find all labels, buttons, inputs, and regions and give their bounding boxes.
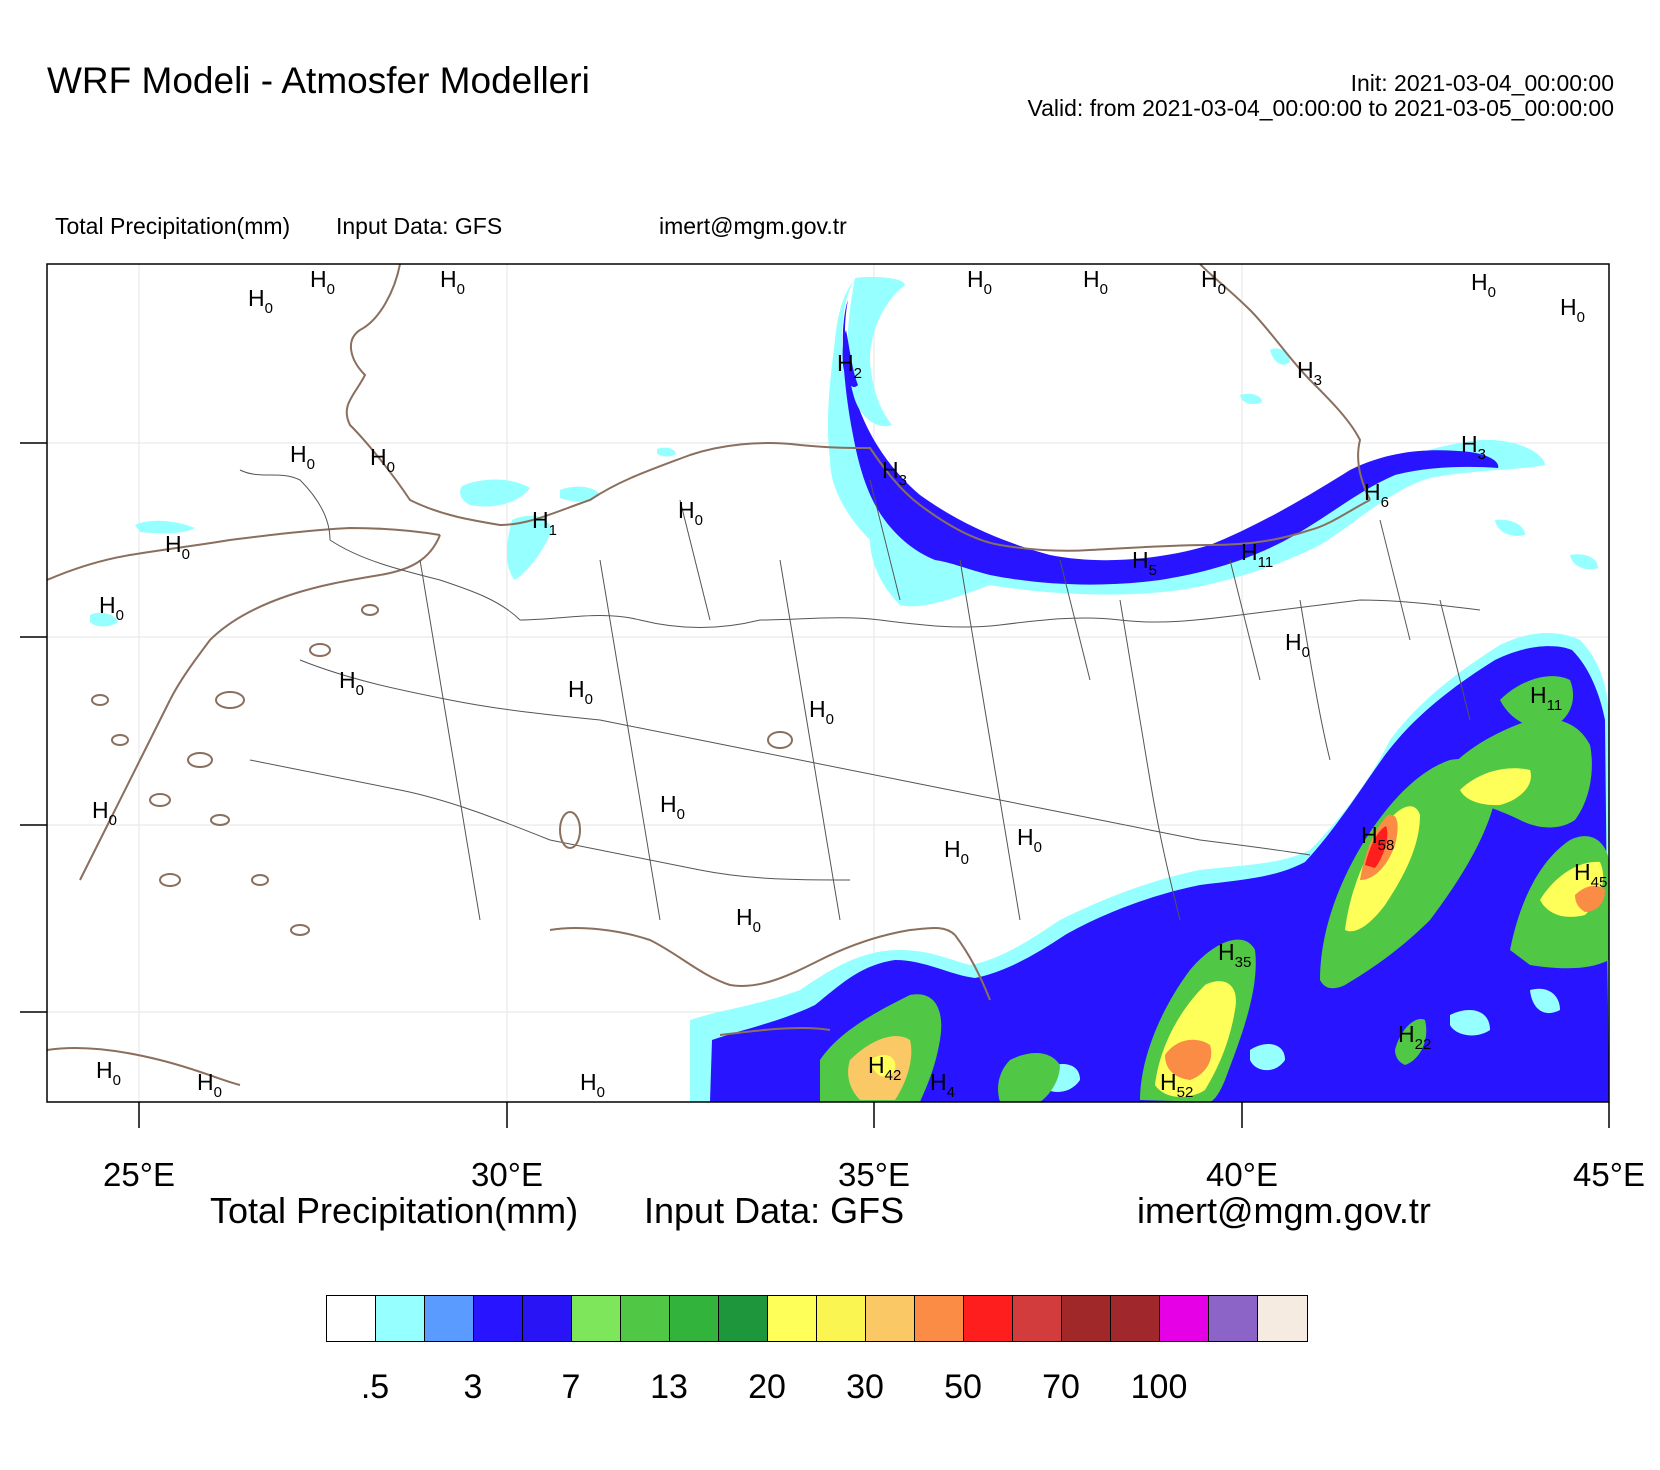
high-marker-label: H0	[736, 904, 761, 936]
colorbar-label: 7	[561, 1368, 581, 1406]
x-axis-ticks	[138, 1102, 1610, 1128]
coastlines	[47, 264, 1371, 1086]
colorbar-swatch	[817, 1296, 866, 1341]
high-marker-label: H0	[248, 285, 273, 317]
high-marker-label: H0	[165, 531, 190, 563]
high-marker-label: H0	[440, 266, 465, 298]
high-marker-label: H0	[310, 266, 335, 298]
high-marker-label: H11	[1241, 539, 1273, 571]
high-marker-label: H0	[660, 791, 685, 823]
high-marker-label: H11	[1530, 682, 1562, 714]
colorbar-swatch	[1209, 1296, 1258, 1341]
high-marker-label: H0	[568, 676, 593, 708]
high-marker-label: H35	[1218, 939, 1251, 971]
high-marker-label: H4	[930, 1069, 955, 1101]
colorbar-swatch	[621, 1296, 670, 1341]
high-marker-label: H42	[868, 1052, 901, 1084]
high-marker-label: H0	[1201, 266, 1226, 298]
high-marker-label: H58	[1361, 822, 1394, 854]
high-marker-label: H0	[92, 797, 117, 829]
high-marker-label: H6	[1364, 479, 1389, 511]
colorbar-label: 20	[748, 1368, 786, 1406]
high-labels: H0 H0 H0 H0 H0 H0 H0 H0 H0 H0 H0 H0 H0 H0 H0 H0 H0 H0 H0 H0…	[92, 266, 1607, 1101]
high-marker-label: H0	[1083, 266, 1108, 298]
blacksea-precip-band	[827, 276, 1545, 607]
x-tick-label: 35°E	[838, 1156, 910, 1193]
high-marker-label: H0	[370, 444, 395, 476]
colorbar-label: 13	[650, 1368, 688, 1406]
aegean-islands	[91, 604, 793, 936]
colorbar-swatch	[376, 1296, 425, 1341]
colorbar-swatch	[768, 1296, 817, 1341]
x-tick-label: 30°E	[471, 1156, 543, 1193]
high-marker-label: H0	[197, 1069, 222, 1101]
map-frame	[46, 263, 1610, 1103]
contact-subtitle: imert@mgm.gov.tr	[659, 213, 847, 239]
high-marker-label: H0	[967, 266, 992, 298]
high-marker-label: H3	[882, 457, 907, 489]
colorbar-swatch	[523, 1296, 572, 1341]
high-marker-label: H0	[1560, 294, 1585, 326]
high-marker-label: H3	[1461, 431, 1486, 463]
colorbar-swatch	[1160, 1296, 1209, 1341]
colorbar-swatch	[670, 1296, 719, 1341]
high-marker-label: H52	[1160, 1069, 1193, 1101]
high-marker-label: H0	[678, 497, 703, 529]
colorbar-swatch	[1013, 1296, 1062, 1341]
high-marker-label: H0	[99, 592, 124, 624]
high-marker-label: H0	[944, 836, 969, 868]
colorbar-label: 30	[846, 1368, 884, 1406]
high-marker-label: H0	[1285, 629, 1310, 661]
minor-precip-patches	[90, 348, 1598, 627]
colorbar-input-title: Input Data: GFS	[644, 1190, 905, 1231]
colorbar-swatch	[964, 1296, 1013, 1341]
high-marker-label: H0	[339, 667, 364, 699]
colorbar-swatch	[866, 1296, 915, 1341]
high-marker-label: H0	[290, 441, 315, 473]
high-marker-label: H0	[809, 696, 834, 728]
valid-period: Valid: from 2021-03-04_00:00:00 to 2021-…	[1027, 95, 1614, 121]
x-tick-label: 45°E	[1573, 1156, 1645, 1193]
colorbar-swatch	[572, 1296, 621, 1341]
southeast-precip-region	[690, 633, 1609, 1102]
high-marker-label: H0	[96, 1057, 121, 1089]
colorbar-swatch	[719, 1296, 768, 1341]
colorbar-label: 3	[463, 1368, 483, 1406]
colorbar-label: 100	[1130, 1368, 1188, 1406]
precip-colorbar	[326, 1295, 1308, 1342]
colorbar-contact: imert@mgm.gov.tr	[1137, 1190, 1431, 1231]
colorbar-swatch	[1111, 1296, 1160, 1341]
high-marker-label: H0	[1471, 269, 1496, 301]
y-axis-ticks	[20, 442, 47, 1013]
colorbar-swatch	[1062, 1296, 1111, 1341]
high-marker-label: H3	[1297, 357, 1322, 389]
map-content	[47, 264, 1609, 1102]
init-time: Init: 2021-03-04_00:00:00	[1350, 70, 1614, 96]
province-borders	[239, 469, 1481, 921]
colorbar-label: .5	[360, 1368, 390, 1406]
high-marker-label: H22	[1398, 1021, 1431, 1053]
colorbar-label: 50	[944, 1368, 982, 1406]
map-title: WRF Modeli - Atmosfer Modelleri	[47, 60, 590, 101]
high-marker-label: H0	[1017, 824, 1042, 856]
colorbar-label: 70	[1042, 1368, 1080, 1406]
colorbar-swatch	[915, 1296, 964, 1341]
input-data-subtitle: Input Data: GFS	[336, 213, 503, 239]
high-marker-label: H1	[532, 507, 557, 539]
colorbar-swatch	[474, 1296, 523, 1341]
colorbar-swatch	[327, 1296, 376, 1341]
high-marker-label: H5	[1132, 547, 1157, 579]
x-tick-label: 25°E	[103, 1156, 175, 1193]
high-marker-label: H45	[1574, 859, 1607, 891]
colorbar-variable-title: Total Precipitation(mm)	[210, 1190, 579, 1231]
colorbar-swatch	[425, 1296, 474, 1341]
high-marker-label: H0	[580, 1069, 605, 1101]
high-marker-label: H2	[837, 350, 862, 382]
x-tick-label: 40°E	[1206, 1156, 1278, 1193]
colorbar-swatch	[1258, 1296, 1307, 1341]
variable-subtitle: Total Precipitation(mm)	[55, 213, 291, 239]
